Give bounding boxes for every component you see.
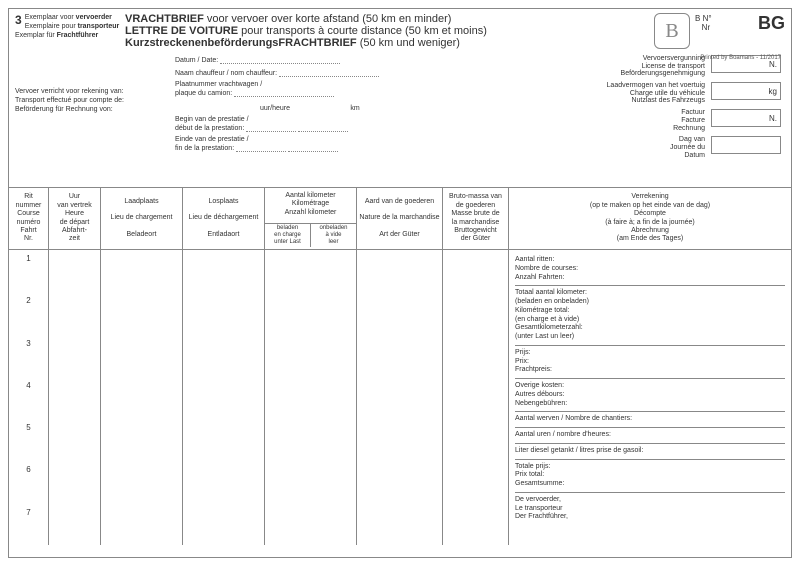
end-hour[interactable] [236,143,286,152]
waybill-form: 3 Exemplaar voor vervoerder Exemplaire p… [8,8,792,558]
col-aard: Aard van de goederen Nature de la marcha… [357,188,442,250]
date-label: Datum / Date: [175,57,218,64]
signature-block: De vervoerder, Le transporteur Der Frach… [515,493,785,525]
col-verrekening: Verrekening (op te maken op het einde va… [509,188,791,250]
bg-code: BG [735,13,785,49]
day-box[interactable] [711,136,781,154]
rit-numbers: 1 2 3 4 5 6 7 [9,250,48,546]
driver-label: Naam chauffeur / nom chauffeur: [175,70,277,77]
seal-icon: B [654,13,690,49]
exemplar-block: 3 Exemplaar voor vervoerder Exemplaire p… [15,13,125,49]
col-bruto: Bruto-massa van de goederen Masse brute … [443,188,508,250]
printed-by: Printed by Boamans - 11/2017 [700,55,781,61]
center-fields: Datum / Date: Naam chauffeur / nom chauf… [175,55,435,183]
invoice-box[interactable]: N. [711,109,781,127]
bn-label: B N° Nr [695,13,735,49]
driver-field[interactable] [279,68,379,77]
settlement-body: Aantal ritten: Nombre de courses: Anzahl… [509,250,791,546]
main-table: Rit nummer Course numéro Fahrt Nr. 1 2 3… [9,187,791,545]
info-section: Vervoer verricht voor rekening van: Tran… [9,53,791,187]
title-block: VRACHTBRIEF voor vervoer over korte afst… [125,13,649,49]
right-fields: Vervoersvergunning License de transport … [435,55,785,183]
col-laad: Laadplaats Lieu de chargement Beladeort [101,188,182,250]
transport-for: Vervoer verricht voor rekening van: Tran… [15,55,175,183]
col-uur: Uur van vertrek Heure de départ Abfahrt-… [49,188,100,250]
col-rit: Rit nummer Course numéro Fahrt Nr. [9,188,48,250]
col-los: Losplaats Lieu de déchargement Entladaor… [183,188,264,250]
begin-hour[interactable] [246,123,296,132]
col-km: Aantal kilometer Kilométrage Anzahl kilo… [265,188,356,250]
payload-box[interactable]: kg [711,82,781,100]
exemplar-number: 3 [15,13,22,29]
header: 3 Exemplaar voor vervoerder Exemplaire p… [9,9,791,53]
begin-label: Begin van de prestatie / début de la pre… [175,116,249,132]
date-field[interactable] [220,55,340,64]
begin-km[interactable] [298,123,348,132]
end-km[interactable] [288,143,338,152]
plate-field[interactable] [234,88,334,97]
